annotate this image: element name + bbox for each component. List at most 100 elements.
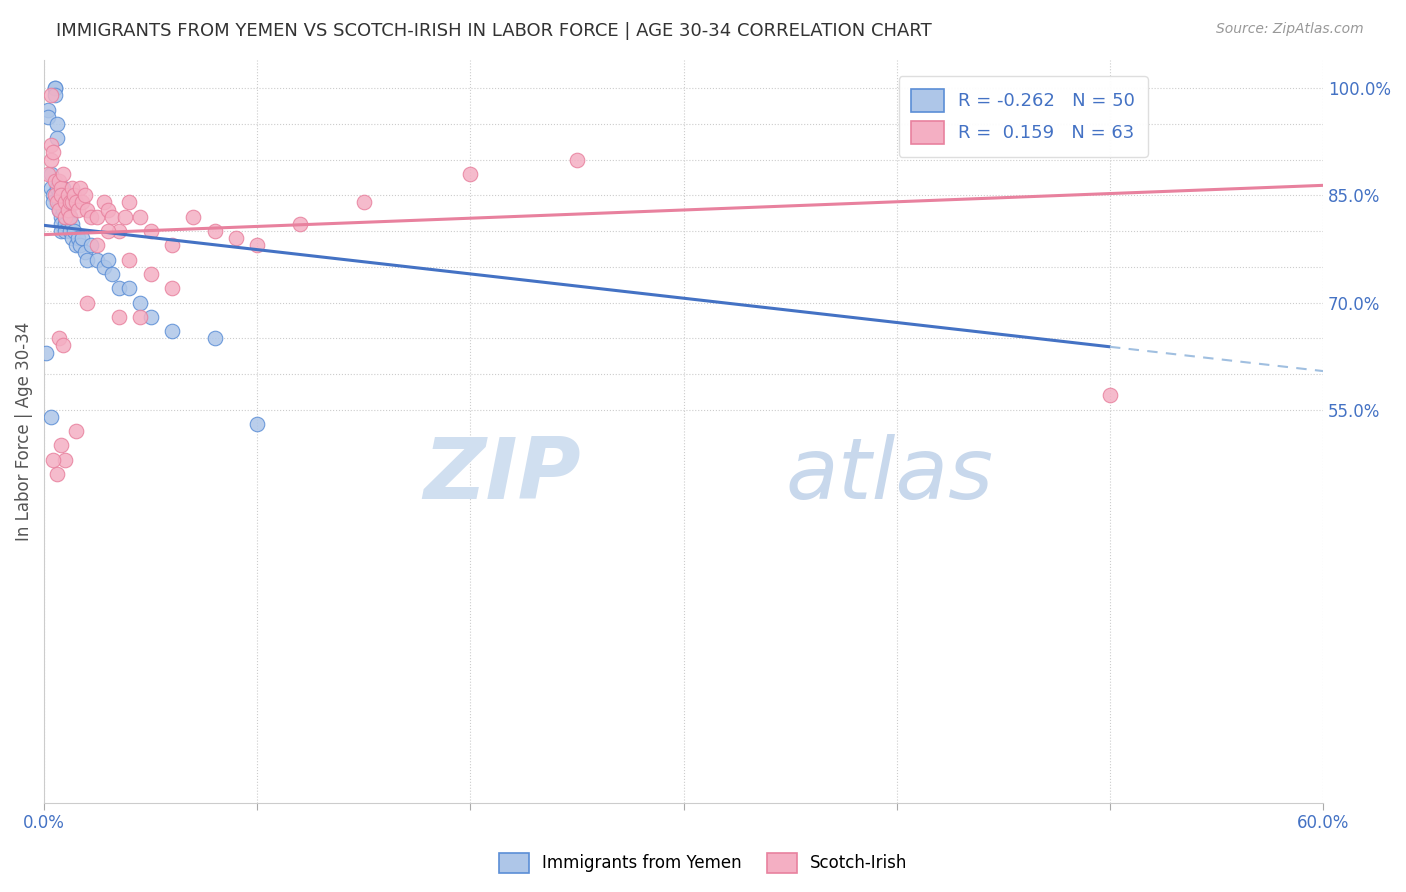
Point: [37, 167, 59, 181]
Point: [1098, 388, 1121, 402]
Point: [39, 167, 62, 181]
Point: [44, 81, 66, 95]
Point: [204, 331, 226, 345]
Point: [107, 224, 129, 238]
Point: [160, 324, 183, 338]
Point: [55, 195, 77, 210]
Point: [107, 281, 129, 295]
Point: [51, 224, 73, 238]
Point: [51, 438, 73, 452]
Point: [44, 188, 66, 202]
Point: [48, 331, 70, 345]
Point: [160, 238, 183, 252]
Point: [39, 88, 62, 103]
Point: [48, 202, 70, 217]
Point: [460, 167, 482, 181]
Point: [86, 252, 108, 267]
Text: atlas: atlas: [786, 434, 994, 517]
Point: [139, 267, 162, 281]
Point: [107, 310, 129, 324]
Point: [51, 210, 73, 224]
Text: Source: ZipAtlas.com: Source: ZipAtlas.com: [1216, 22, 1364, 37]
Point: [69, 238, 91, 252]
Point: [51, 181, 73, 195]
Point: [56, 188, 79, 202]
Point: [76, 202, 98, 217]
Point: [48, 174, 70, 188]
Point: [45, 467, 67, 481]
Y-axis label: In Labor Force | Age 30-34: In Labor Force | Age 30-34: [15, 321, 32, 541]
Point: [55, 452, 77, 467]
Point: [60, 217, 83, 231]
Point: [73, 245, 96, 260]
Point: [97, 202, 120, 217]
Point: [80, 210, 103, 224]
Point: [52, 338, 75, 352]
Point: [37, 110, 59, 124]
Point: [59, 210, 82, 224]
Point: [35, 345, 58, 359]
Point: [60, 231, 83, 245]
Point: [55, 224, 77, 238]
Point: [67, 231, 90, 245]
Legend: Immigrants from Yemen, Scotch-Irish: Immigrants from Yemen, Scotch-Irish: [492, 847, 914, 880]
Point: [63, 188, 86, 202]
Point: [51, 217, 73, 231]
Point: [93, 260, 115, 274]
Point: [288, 217, 311, 231]
Point: [129, 310, 152, 324]
Point: [52, 167, 75, 181]
Point: [41, 188, 63, 202]
Point: [41, 195, 63, 210]
Text: ZIP: ZIP: [423, 434, 581, 517]
Point: [44, 81, 66, 95]
Point: [59, 224, 82, 238]
Point: [118, 195, 141, 210]
Point: [45, 181, 67, 195]
Point: [118, 252, 141, 267]
Point: [97, 224, 120, 238]
Point: [52, 202, 75, 217]
Point: [86, 210, 108, 224]
Point: [160, 281, 183, 295]
Point: [48, 195, 70, 210]
Point: [139, 224, 162, 238]
Point: [59, 210, 82, 224]
Point: [44, 174, 66, 188]
Point: [65, 424, 87, 438]
Point: [80, 238, 103, 252]
Point: [39, 138, 62, 153]
Point: [65, 195, 87, 210]
Point: [59, 195, 82, 210]
Point: [93, 195, 115, 210]
Point: [55, 217, 77, 231]
Point: [101, 267, 124, 281]
Point: [55, 210, 77, 224]
Point: [45, 195, 67, 210]
Point: [86, 238, 108, 252]
Point: [55, 210, 77, 224]
Point: [60, 195, 83, 210]
Point: [72, 195, 94, 210]
Point: [353, 195, 375, 210]
Point: [65, 238, 87, 252]
Point: [129, 210, 152, 224]
Point: [41, 145, 63, 160]
Point: [139, 310, 162, 324]
Point: [39, 409, 62, 424]
Point: [97, 252, 120, 267]
Point: [246, 238, 269, 252]
Point: [63, 224, 86, 238]
Point: [76, 295, 98, 310]
Point: [73, 188, 96, 202]
Legend: R = -0.262   N = 50, R =  0.159   N = 63: R = -0.262 N = 50, R = 0.159 N = 63: [898, 76, 1147, 157]
Point: [48, 202, 70, 217]
Point: [225, 231, 247, 245]
Point: [51, 188, 73, 202]
Point: [44, 88, 66, 103]
Point: [60, 181, 83, 195]
Point: [56, 202, 79, 217]
Point: [41, 452, 63, 467]
Text: IMMIGRANTS FROM YEMEN VS SCOTCH-IRISH IN LABOR FORCE | AGE 30-34 CORRELATION CHA: IMMIGRANTS FROM YEMEN VS SCOTCH-IRISH IN…: [56, 22, 932, 40]
Point: [114, 210, 136, 224]
